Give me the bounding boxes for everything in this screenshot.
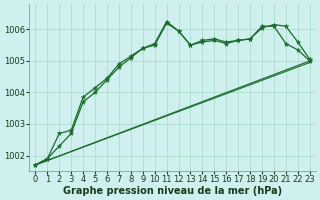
X-axis label: Graphe pression niveau de la mer (hPa): Graphe pression niveau de la mer (hPa) xyxy=(63,186,282,196)
